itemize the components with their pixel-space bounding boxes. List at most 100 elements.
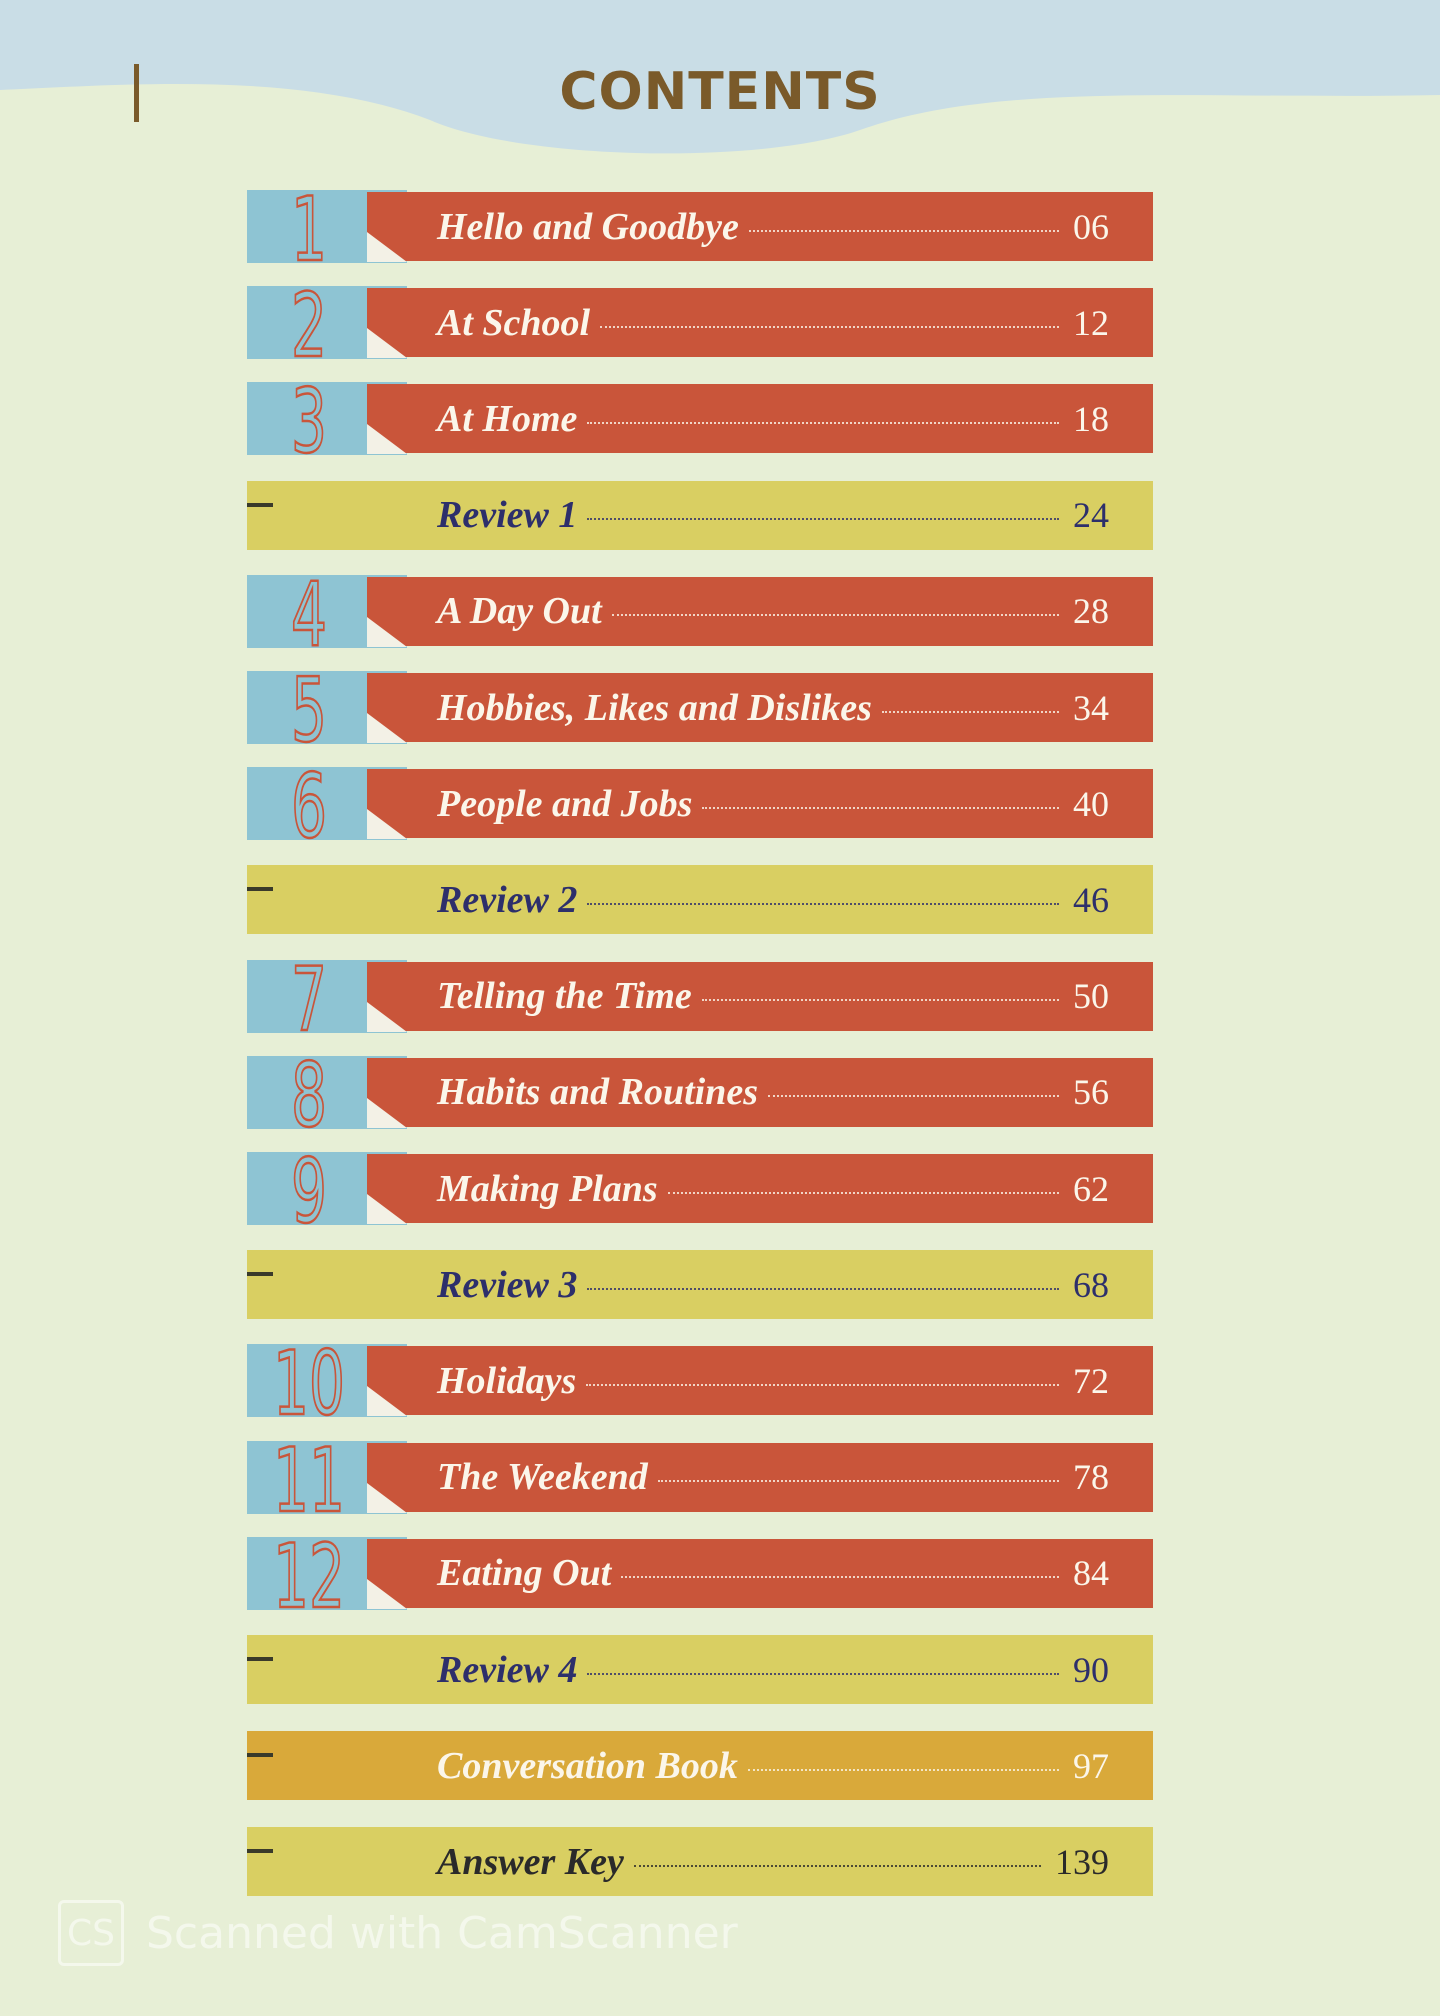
dot-leader (633, 1864, 1041, 1867)
title-bar (247, 480, 1153, 550)
entry-title: A Day Out (437, 590, 602, 633)
entry-content: Review 1 24 (437, 481, 1109, 550)
title-bar (367, 961, 1153, 1031)
dot-leader (702, 806, 1059, 809)
entry-title: Telling the Time (437, 975, 692, 1018)
title-bar (367, 576, 1153, 646)
unit-number: 8 (291, 1048, 327, 1134)
page-number: 40 (1073, 783, 1109, 824)
unit-number-box: 8 (290, 1048, 329, 1134)
header-shape (0, 0, 1440, 154)
page-number: 50 (1073, 976, 1109, 1017)
dot-leader (747, 1768, 1059, 1771)
unit-number-box: 1 (290, 182, 329, 268)
contents-row: 5 Hobbies, Likes and Dislikes 34 (247, 663, 1153, 749)
entry-content: At Home 18 (437, 384, 1109, 453)
page-fold (367, 328, 407, 359)
page-number: 68 (1073, 1264, 1109, 1305)
contents-row: 10 Holidays 72 (247, 1336, 1153, 1422)
entry-content: Telling the Time 50 (437, 962, 1109, 1031)
unit-number-box: 3 (290, 374, 329, 460)
unit-number: 1 (291, 182, 327, 268)
unit-number-box: 11 (272, 1433, 347, 1519)
contents-row: Review 1 24 (247, 479, 1153, 552)
page-fold (367, 1097, 407, 1128)
bar-mark (247, 1272, 273, 1277)
entry-title: The Weekend (437, 1456, 648, 1499)
contents-row: 2 At School 12 (247, 278, 1153, 364)
entry-title: Review 3 (437, 1263, 578, 1306)
dot-leader (587, 421, 1059, 424)
page-number: 97 (1073, 1745, 1109, 1786)
page-fold (367, 713, 407, 743)
bar-mark (247, 1657, 273, 1661)
title-bar (367, 1346, 1153, 1416)
unit-number: 10 (273, 1336, 345, 1422)
page-fold (367, 1578, 407, 1609)
entry-content: Holidays 72 (437, 1346, 1109, 1415)
entry-content: Review 4 90 (437, 1635, 1109, 1704)
page-fold (367, 232, 407, 262)
contents-row: Conversation Book 97 (247, 1729, 1153, 1802)
bar-mark (247, 1753, 273, 1758)
entry-content: Making Plans 62 (437, 1154, 1109, 1223)
contents-row: 6 People and Jobs 40 (247, 759, 1153, 845)
title-bar (247, 1827, 1153, 1897)
page-fold (367, 1001, 407, 1032)
entry-title: Holidays (437, 1359, 577, 1402)
page-number: 18 (1073, 398, 1109, 439)
title-bar (367, 1538, 1153, 1608)
entry-content: At School 12 (437, 288, 1109, 357)
unit-number-box: 12 (272, 1529, 347, 1615)
entry-content: People and Jobs 40 (437, 769, 1109, 838)
dot-leader (587, 1287, 1059, 1290)
entry-content: Review 2 46 (437, 865, 1109, 934)
title-bar (367, 769, 1153, 839)
unit-number-box: 5 (290, 663, 329, 749)
contents-row: 9 Making Plans 62 (247, 1144, 1153, 1230)
page-number: 62 (1073, 1168, 1109, 1209)
unit-number-box: 2 (290, 278, 329, 364)
watermark-logo: CS (58, 1900, 124, 1966)
dot-leader (667, 1191, 1059, 1194)
contents-row: 3 At Home 18 (247, 374, 1153, 460)
title-bar (247, 865, 1153, 935)
title-bar (367, 1057, 1153, 1127)
contents-row: 12 Eating Out 84 (247, 1529, 1153, 1615)
unit-number-box: 4 (290, 567, 329, 653)
entry-title: Answer Key (437, 1840, 624, 1883)
bar-mark (247, 502, 273, 507)
dot-leader (701, 999, 1059, 1002)
entry-title: At Home (437, 397, 578, 440)
entry-content: Habits and Routines 56 (437, 1058, 1109, 1127)
header-band (0, 0, 1440, 154)
contents-row: Review 4 90 (247, 1633, 1153, 1706)
page-fold (367, 809, 407, 840)
page-number: 84 (1073, 1553, 1109, 1594)
page-number: 28 (1073, 591, 1109, 632)
unit-number: 2 (291, 278, 327, 364)
entry-content: A Day Out 28 (437, 577, 1109, 646)
title-bar (367, 1442, 1153, 1512)
page-number: 90 (1073, 1649, 1109, 1690)
page-fold (367, 616, 407, 647)
dot-leader (587, 518, 1059, 521)
unit-number: 11 (273, 1433, 345, 1519)
title-bar (367, 192, 1153, 261)
dot-leader (587, 902, 1059, 905)
entry-title: People and Jobs (437, 782, 693, 825)
page-fold (367, 1482, 407, 1513)
entry-title: Habits and Routines (437, 1071, 758, 1114)
page-fold (367, 1194, 407, 1224)
title-bar (367, 384, 1153, 454)
contents-row: Answer Key 139 (247, 1825, 1153, 1898)
dot-leader (586, 1383, 1059, 1386)
entry-title: Hobbies, Likes and Dislikes (437, 686, 872, 729)
page-number: 72 (1073, 1360, 1109, 1401)
page-fold (367, 1386, 407, 1417)
entry-title: Making Plans (437, 1167, 658, 1210)
title-bar (367, 673, 1153, 742)
dot-leader (600, 325, 1059, 328)
unit-number: 12 (273, 1529, 345, 1615)
contents-row: Review 3 68 (247, 1248, 1153, 1321)
